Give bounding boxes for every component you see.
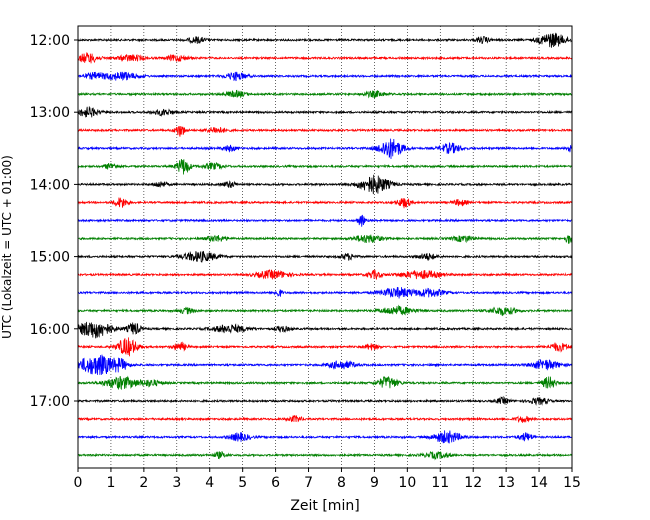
x-tick-label: 1 (106, 475, 115, 491)
y-tick-label: 15:00 (30, 250, 70, 266)
x-tick-label: 10 (398, 475, 416, 491)
x-tick-label: 12 (464, 475, 482, 491)
trace-1700 (77, 395, 573, 406)
trace-1445 (77, 234, 573, 244)
x-tick-label: 9 (370, 475, 379, 491)
x-axis-ticks: 0 1 2 3 4 5 6 7 8 9 10 11 12 13 14 15 (74, 468, 581, 491)
trace-1215 (77, 52, 573, 64)
plot-frame (77, 25, 573, 469)
trace-1500 (77, 250, 573, 263)
trace-1400 (77, 174, 573, 195)
trace-1545 (77, 304, 573, 317)
x-axis-label: Zeit [min] (290, 498, 359, 514)
trace-1645 (77, 375, 573, 391)
trace-1745 (77, 450, 573, 461)
trace-1430 (77, 214, 573, 227)
x-tick-label: 11 (431, 475, 449, 491)
x-tick-label: 8 (337, 475, 346, 491)
trace-1615 (77, 337, 573, 357)
trace-1530 (77, 286, 573, 299)
x-tick-label: 15 (563, 475, 581, 491)
y-tick-label: 12:00 (30, 33, 70, 49)
x-tick-label: 3 (172, 475, 181, 491)
x-tick-label: 7 (304, 475, 313, 491)
y-axis-ticks: 12:00 13:00 14:00 15:00 16:00 17:00 (30, 33, 78, 410)
x-tick-label: 0 (74, 475, 83, 491)
x-tick-label: 2 (139, 475, 148, 491)
y-tick-label: 13:00 (30, 105, 70, 121)
y-tick-label: 16:00 (30, 322, 70, 338)
trace-1730 (77, 430, 573, 444)
trace-1515 (77, 269, 573, 281)
y-tick-label: 17:00 (30, 394, 70, 410)
trace-1300 (77, 106, 573, 118)
trace-1200 (77, 32, 573, 48)
trace-series (77, 32, 573, 461)
x-tick-label: 6 (271, 475, 280, 491)
trace-1230 (77, 71, 573, 82)
trace-1600 (77, 321, 573, 339)
x-tick-label: 13 (497, 475, 515, 491)
x-tick-label: 4 (205, 475, 214, 491)
y-tick-label: 14:00 (30, 177, 70, 193)
trace-1345 (77, 159, 573, 175)
x-tick-label: 5 (238, 475, 247, 491)
trace-1245 (77, 89, 573, 100)
trace-1315 (77, 126, 573, 137)
trace-1415 (77, 197, 573, 209)
trace-1330 (77, 138, 573, 159)
trace-1630 (77, 354, 573, 375)
y-axis-label: UTC (Lokalzeit = UTC + 01:00) (0, 155, 14, 339)
x-tick-label: 14 (530, 475, 548, 491)
trace-1715 (77, 414, 573, 424)
